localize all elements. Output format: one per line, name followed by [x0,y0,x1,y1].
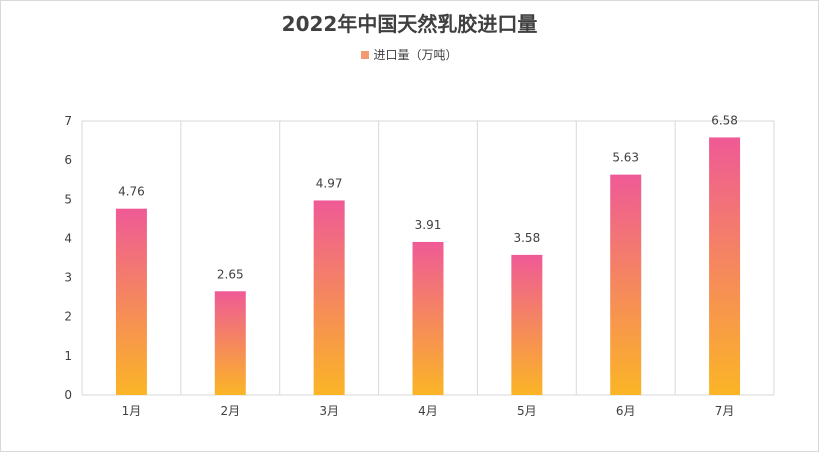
y-tick-label: 4 [64,231,72,245]
x-tick-label: 5月 [517,404,537,418]
bar [610,174,642,395]
data-label: 3.58 [513,231,540,245]
bar [412,241,444,395]
legend-swatch [361,51,370,59]
data-label: 2.65 [217,267,244,281]
data-label: 5.63 [612,151,639,165]
data-label: 6.58 [711,113,738,127]
y-tick-label: 7 [64,114,72,128]
data-label: 4.76 [118,185,145,199]
x-tick-label: 4月 [418,404,438,418]
data-label: 3.91 [415,218,442,232]
bars [115,137,741,395]
y-tick-label: 3 [64,271,72,285]
bar [115,208,147,395]
bar [511,254,543,395]
y-tick-label: 5 [64,192,72,206]
x-tick-label: 7月 [715,404,735,418]
legend: 进口量（万吨） [0,46,819,63]
y-tick-label: 1 [64,349,72,363]
chart-title: 2022年中国天然乳胶进口量 [281,12,538,36]
x-tick-label: 2月 [220,404,240,418]
data-labels: 4.76 2.65 4.97 3.91 3.58 5.63 6.58 [118,113,738,281]
y-tick-label: 2 [64,310,72,324]
grid-lines [81,120,775,396]
x-tick-label: 3月 [319,404,339,418]
bar [709,137,741,395]
legend-label: 进口量（万吨） [373,48,458,62]
data-label: 4.97 [316,176,343,190]
y-tick-label: 0 [64,388,72,402]
y-axis: 0 1 2 3 4 5 6 7 [64,114,72,402]
bar [214,291,246,395]
y-tick-label: 6 [64,153,72,167]
x-axis: 1月 2月 3月 4月 5月 6月 7月 [122,404,735,418]
x-tick-label: 6月 [616,404,636,418]
bar [313,200,345,395]
x-tick-label: 1月 [122,404,142,418]
